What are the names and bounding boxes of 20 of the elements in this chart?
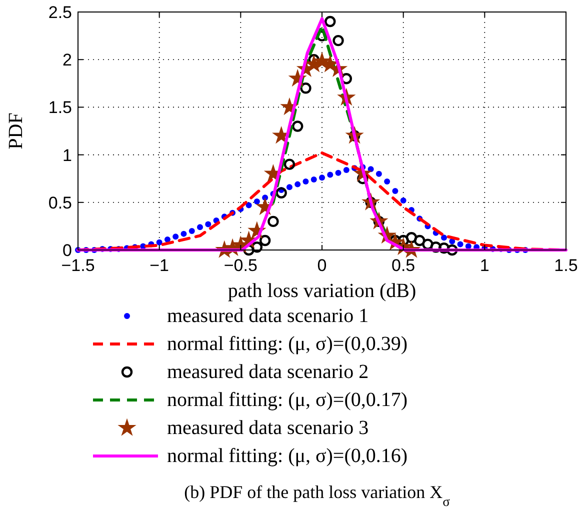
legend-label: measured data scenario 3 <box>167 417 369 439</box>
x-tick-label: 0.5 <box>392 256 416 275</box>
x-tick-label: 0 <box>317 256 327 275</box>
legend-label: normal fitting: (μ, σ)=(0,0.16) <box>167 445 408 467</box>
y-tick-label: 2.5 <box>48 3 72 22</box>
text: (b) PDF of the path loss variation X$_{σ}$ <box>184 482 451 508</box>
x-tick-label: −0.5 <box>224 256 258 275</box>
x-tick-label: 1 <box>480 256 490 275</box>
y-tick-label: 2 <box>62 50 72 70</box>
y-tick-label: 1.5 <box>48 98 72 118</box>
x-tick-label: 1.5 <box>554 256 578 275</box>
legend-label: normal fitting: (μ, σ)=(0,0.39) <box>167 333 408 355</box>
y-axis-title: PDF <box>5 112 27 150</box>
x-axis-title: path loss variation (dB) <box>228 280 416 302</box>
x-tick-label: −1 <box>150 256 170 275</box>
legend-label: normal fitting: (μ, σ)=(0,0.17) <box>167 389 408 411</box>
legend-label: measured data scenario 2 <box>167 361 369 383</box>
y-tick-label: 1 <box>62 146 72 165</box>
y-tick-label: 0.5 <box>48 193 72 212</box>
legend-label: measured data scenario 1 <box>167 305 369 327</box>
